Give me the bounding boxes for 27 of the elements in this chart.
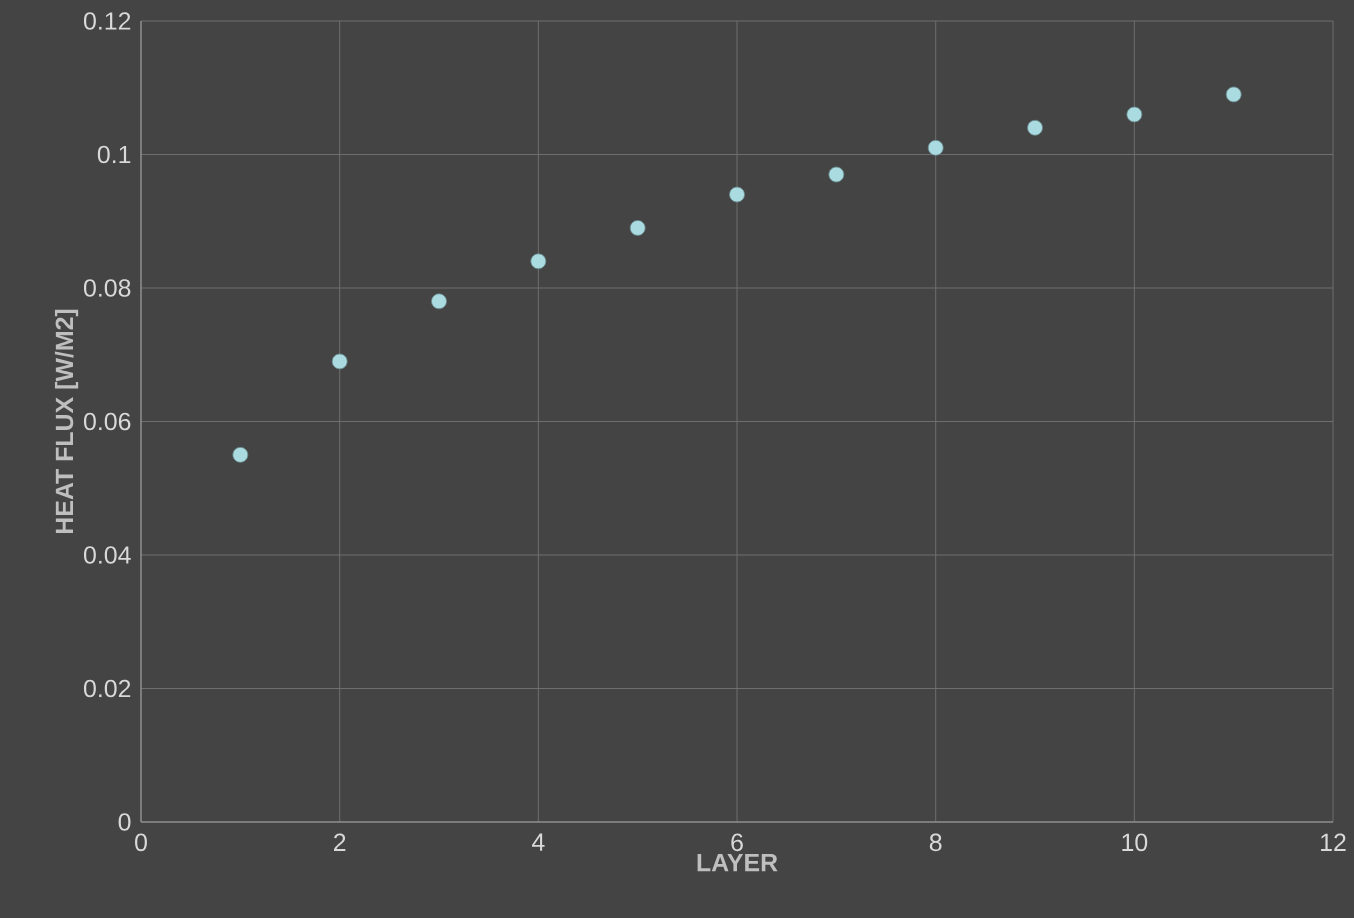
y-tick-label: 0.04 xyxy=(83,546,131,564)
x-axis-title: LAYER xyxy=(697,853,778,872)
y-tick-label: 0.06 xyxy=(83,412,131,431)
x-tick-label: 6 xyxy=(731,833,743,852)
point xyxy=(729,186,745,203)
y-tick-label: 0.1 xyxy=(97,145,131,164)
x-tick-label: 12 xyxy=(1321,833,1346,851)
point xyxy=(1225,86,1242,103)
y-axis-title: HEAT FLUX [W/M2] xyxy=(54,309,79,534)
point xyxy=(530,253,547,270)
y-tick-label: 0.08 xyxy=(83,279,131,297)
x-tick-label: 4 xyxy=(532,833,545,851)
x-tick-label: 10 xyxy=(1122,833,1148,852)
y-tick-label: 0 xyxy=(118,813,131,831)
point xyxy=(1027,119,1043,136)
point xyxy=(828,166,845,183)
y-tick-label: 0.02 xyxy=(83,679,131,698)
x-tick-label: 0 xyxy=(135,833,147,852)
point xyxy=(1126,106,1143,123)
y-tick-label: 0.12 xyxy=(83,12,131,30)
point xyxy=(927,139,944,156)
point xyxy=(629,220,646,236)
point xyxy=(431,293,447,310)
x-tick-label: 2 xyxy=(334,833,346,851)
x-tick-label: 8 xyxy=(929,833,942,852)
point xyxy=(232,446,249,463)
point xyxy=(331,353,348,370)
